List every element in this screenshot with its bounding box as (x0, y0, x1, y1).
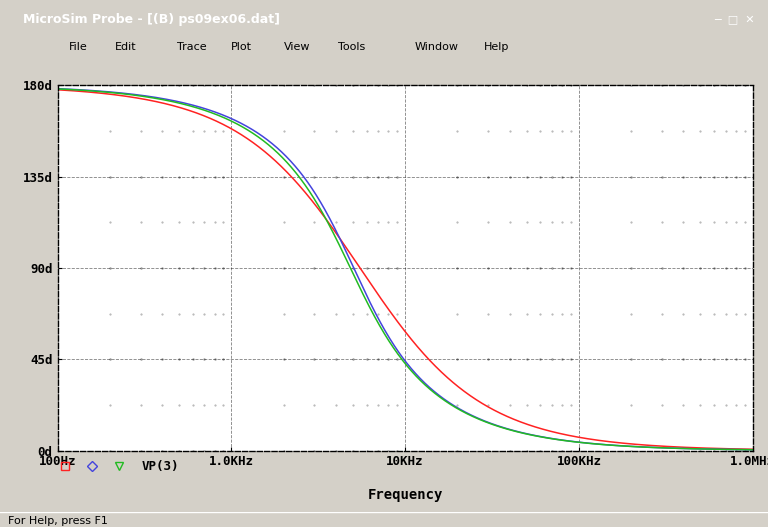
Text: View: View (284, 42, 311, 52)
Text: VP(3): VP(3) (142, 460, 180, 473)
Text: Plot: Plot (230, 42, 251, 52)
Text: Frequency: Frequency (367, 489, 443, 502)
Text: File: File (69, 42, 88, 52)
Text: Edit: Edit (115, 42, 137, 52)
Text: Help: Help (484, 42, 509, 52)
Text: Trace: Trace (177, 42, 207, 52)
Text: Window: Window (415, 42, 458, 52)
Text: For Help, press F1: For Help, press F1 (8, 516, 108, 526)
Text: MicroSim Probe - [(B) ps09ex06.dat]: MicroSim Probe - [(B) ps09ex06.dat] (23, 13, 280, 26)
Text: Tools: Tools (338, 42, 365, 52)
Text: ─  □  ✕: ─ □ ✕ (714, 15, 755, 25)
